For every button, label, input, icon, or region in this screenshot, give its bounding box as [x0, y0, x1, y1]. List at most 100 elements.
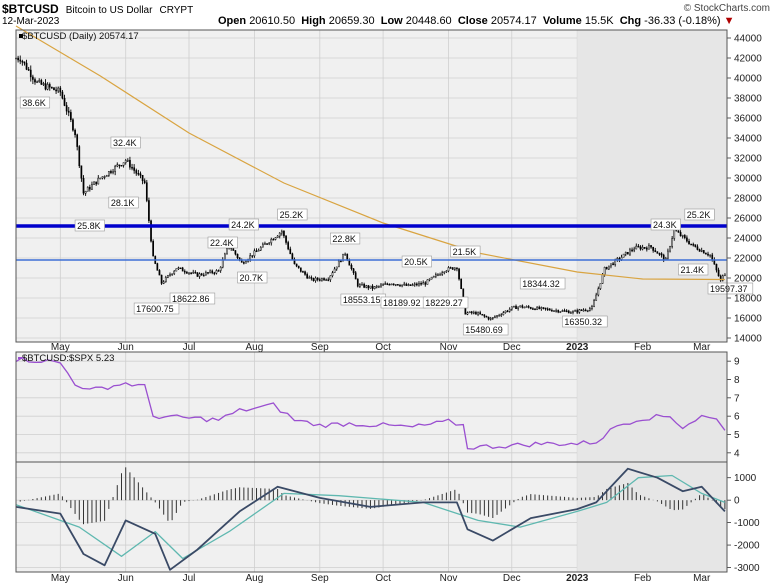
price-candle — [272, 238, 275, 241]
price-candle — [76, 134, 79, 147]
price-candle — [388, 283, 391, 286]
price-candle — [538, 306, 541, 310]
price-candle — [93, 181, 95, 185]
shade-2023-price — [577, 30, 727, 342]
price-candle — [494, 316, 496, 319]
macd-panel-frame — [15, 461, 728, 573]
macd-panel — [15, 467, 726, 571]
low-value: 20448.60 — [405, 15, 452, 27]
price-candle — [84, 191, 87, 194]
price-candle — [660, 253, 663, 256]
price-candle — [551, 310, 553, 312]
price-candle — [88, 186, 91, 190]
price-candle — [496, 315, 498, 318]
price-candle — [513, 305, 515, 308]
y-axis-label: 24000 — [734, 234, 762, 245]
price-candle — [430, 276, 433, 280]
price-candle — [304, 271, 306, 275]
price-candle — [152, 240, 154, 257]
price-candle — [582, 309, 585, 312]
price-candle — [683, 235, 686, 239]
price-candle — [331, 272, 334, 277]
instrument-name: Bitcoin to US Dollar — [65, 5, 153, 16]
price-candle — [268, 242, 271, 245]
price-candle — [458, 268, 460, 280]
price-candle — [105, 175, 108, 177]
price-candle — [221, 259, 224, 268]
price-candle — [669, 246, 671, 252]
price-candle — [354, 272, 357, 280]
price-candle — [131, 166, 133, 169]
price-annotation-box — [169, 292, 216, 305]
price-annotation-box — [330, 232, 361, 245]
price-candle — [196, 272, 199, 277]
price-candle — [643, 247, 646, 249]
price-candle — [690, 243, 692, 246]
open-label: Open — [218, 15, 247, 27]
price-candle — [183, 270, 186, 273]
price-candle — [378, 285, 380, 288]
price-candle — [308, 277, 311, 279]
ohlc-summary: Open 20610.50 High 20659.30 Low 20448.60… — [218, 15, 735, 27]
price-annotation-box — [207, 236, 238, 249]
price-annotation-box — [237, 271, 268, 284]
price-candle — [346, 253, 349, 261]
price-candle — [287, 242, 290, 250]
price-annotation-box — [108, 196, 139, 209]
price-annotation: 24.2K — [231, 220, 255, 230]
price-candle — [280, 230, 283, 234]
price-annotation-box — [228, 218, 259, 231]
price-candle — [44, 83, 47, 90]
price-candle — [40, 80, 43, 85]
price-panel: 38.6K 32.4K 28.1K 25.8K 24.2K 22.4K 25.2K 20.7K… — [15, 25, 754, 336]
y-axis-label: -3000 — [734, 563, 760, 574]
price-candle — [384, 283, 387, 285]
price-candle — [23, 61, 26, 64]
price-candle — [53, 87, 55, 91]
price-candle — [481, 313, 484, 316]
price-candle — [468, 311, 471, 314]
price-annotation: 38.6K — [22, 98, 46, 108]
price-candle — [639, 246, 642, 250]
price-candle — [19, 59, 22, 62]
copyright-text: © StockCharts.com — [683, 3, 770, 14]
price-candle — [641, 247, 644, 250]
price-candle — [259, 246, 262, 251]
price-candle — [350, 264, 353, 270]
price-candle — [266, 243, 268, 245]
price-annotation-box — [650, 218, 681, 231]
price-candle — [234, 250, 237, 255]
price-candle — [129, 159, 131, 168]
price-candle — [270, 238, 273, 244]
x-axis-label-bottom: Oct — [375, 573, 391, 584]
price-candle — [327, 279, 330, 281]
price-candle — [213, 272, 216, 275]
price-candle — [658, 253, 661, 255]
price-candle — [504, 310, 507, 313]
price-candle — [226, 248, 228, 255]
price-candle — [359, 284, 361, 287]
x-axis-label-bottom: Feb — [634, 573, 652, 584]
price-candle — [375, 285, 378, 288]
price-candle — [261, 243, 264, 248]
price-candle — [164, 277, 167, 283]
x-axis-label-top: May — [51, 342, 70, 353]
price-candle — [314, 277, 317, 281]
price-candle — [477, 312, 479, 315]
x-axis-label-top: Aug — [246, 342, 264, 353]
price-candle — [333, 268, 336, 273]
price-candle — [173, 270, 176, 275]
price-candle — [302, 271, 304, 273]
price-candle — [392, 283, 395, 286]
price-candle — [422, 282, 425, 285]
price-candle — [264, 243, 266, 245]
price-candle — [709, 254, 711, 257]
price-candle — [36, 81, 38, 84]
x-axis-label-bottom: Jun — [118, 573, 134, 584]
price-candle — [70, 112, 72, 120]
price-annotation: 18622.86 — [172, 294, 210, 304]
price-candle — [500, 314, 503, 316]
price-panel-legend: $BTCUSD (Daily) 20574.17 — [22, 31, 139, 42]
shade-2023-ratio — [577, 352, 727, 462]
price-candle — [224, 253, 226, 260]
